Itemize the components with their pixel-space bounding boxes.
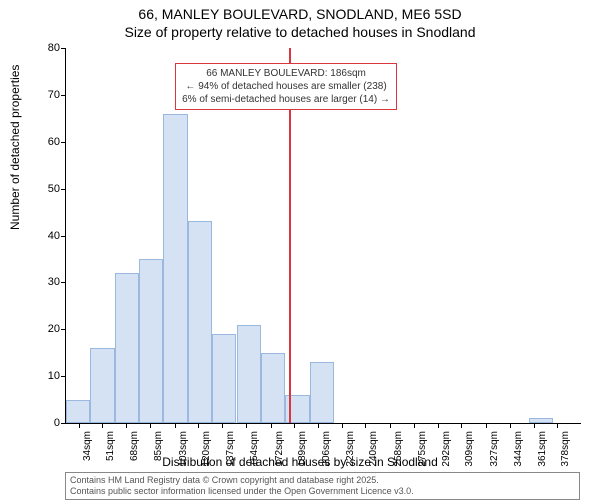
chart-subtitle: Size of property relative to detached ho… [0,24,600,40]
chart-title-address: 66, MANLEY BOULEVARD, SNODLAND, ME6 5SD [0,6,600,22]
ytick-label: 70 [48,89,60,101]
xtick-mark [150,423,151,428]
xtick-label: 361sqm [537,431,548,467]
property-size-histogram: 66, MANLEY BOULEVARD, SNODLAND, ME6 5SD … [0,0,600,500]
histogram-bar [261,353,285,423]
xtick-label: 258sqm [393,431,404,467]
xtick-label: 327sqm [489,431,500,467]
xtick-mark [246,423,247,428]
ytick-label: 0 [54,417,60,429]
xtick-mark [126,423,127,428]
histogram-bar [90,348,114,423]
ytick-mark [61,376,66,377]
xtick-label: 223sqm [345,431,356,467]
y-axis-label: Number of detached properties [8,65,22,230]
histogram-bar [310,362,334,423]
xtick-label: 189sqm [297,431,308,467]
xtick-mark [365,423,366,428]
ytick-mark [61,95,66,96]
ytick-label: 50 [48,183,60,195]
xtick-label: 309sqm [464,431,475,467]
xtick-label: 120sqm [201,431,212,467]
ytick-mark [61,423,66,424]
histogram-bar [66,400,90,423]
histogram-bar [188,221,212,423]
xtick-mark [79,423,80,428]
xtick-mark [318,423,319,428]
histogram-bar [139,259,163,423]
xtick-mark [486,423,487,428]
ytick-label: 10 [48,370,60,382]
histogram-bar [237,325,261,423]
xtick-mark [102,423,103,428]
xtick-mark [198,423,199,428]
ytick-mark [61,142,66,143]
xtick-label: 172sqm [274,431,285,467]
histogram-bar [115,273,139,423]
xtick-mark [534,423,535,428]
ytick-label: 30 [48,276,60,288]
xtick-label: 51sqm [105,431,116,461]
xtick-label: 292sqm [441,431,452,467]
histogram-bar [529,418,553,423]
footer-line2: Contains public sector information licen… [70,486,575,497]
annotation-line: 6% of semi-detached houses are larger (1… [182,93,390,106]
ytick-label: 20 [48,323,60,335]
xtick-label: 85sqm [153,431,164,461]
xtick-mark [342,423,343,428]
xtick-label: 344sqm [513,431,524,467]
xtick-label: 154sqm [249,431,260,467]
xtick-label: 68sqm [129,431,140,461]
plot-area: 66 MANLEY BOULEVARD: 186sqm← 94% of deta… [65,48,581,424]
ytick-label: 60 [48,136,60,148]
footer-line1: Contains HM Land Registry data © Crown c… [70,475,575,486]
xtick-label: 275sqm [417,431,428,467]
attribution-footer: Contains HM Land Registry data © Crown c… [65,472,580,500]
xtick-mark [175,423,176,428]
xtick-mark [222,423,223,428]
xtick-mark [438,423,439,428]
xtick-mark [271,423,272,428]
xtick-mark [461,423,462,428]
xtick-mark [414,423,415,428]
ytick-mark [61,48,66,49]
xtick-label: 240sqm [368,431,379,467]
histogram-bar [163,114,187,423]
xtick-label: 378sqm [560,431,571,467]
ytick-mark [61,329,66,330]
ytick-label: 80 [48,42,60,54]
xtick-mark [294,423,295,428]
xtick-label: 34sqm [82,431,93,461]
property-annotation: 66 MANLEY BOULEVARD: 186sqm← 94% of deta… [175,63,397,110]
ytick-mark [61,282,66,283]
xtick-label: 137sqm [225,431,236,467]
histogram-bar [212,334,236,423]
xtick-mark [390,423,391,428]
xtick-mark [510,423,511,428]
annotation-line: 66 MANLEY BOULEVARD: 186sqm [182,67,390,80]
annotation-line: ← 94% of detached houses are smaller (23… [182,80,390,93]
ytick-mark [61,236,66,237]
ytick-mark [61,189,66,190]
xtick-label: 206sqm [321,431,332,467]
xtick-label: 103sqm [178,431,189,467]
ytick-label: 40 [48,230,60,242]
xtick-mark [557,423,558,428]
